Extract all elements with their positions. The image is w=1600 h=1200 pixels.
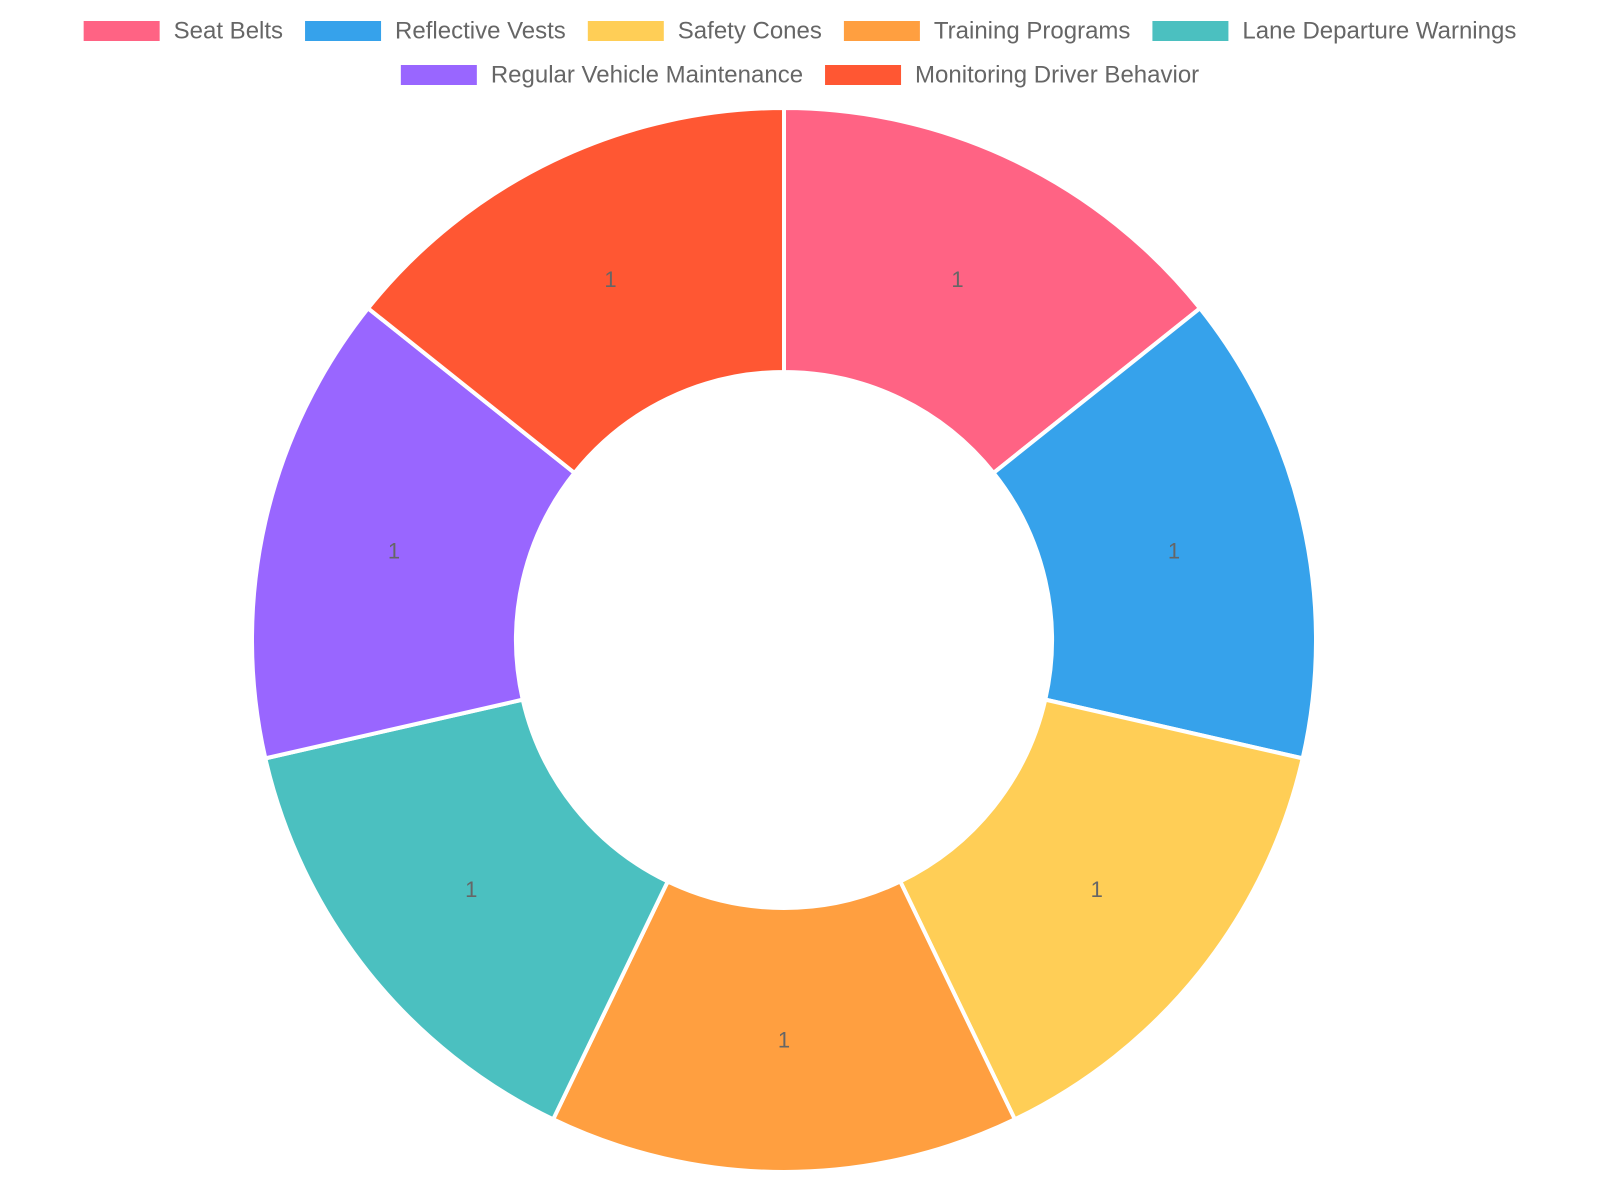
legend-item-seat-belts[interactable]: Seat Belts (83, 18, 283, 45)
legend-label: Monitoring Driver Behavior (915, 62, 1199, 89)
slice-reflective-vests[interactable] (991, 306, 1318, 761)
data-label-monitoring-driver-behavior: 1 (604, 267, 616, 292)
legend-item-safety-cones[interactable]: Safety Cones (587, 18, 822, 45)
data-label-lane-departure-warnings: 1 (465, 877, 477, 902)
legend-item-monitoring-driver-behavior[interactable]: Monitoring Driver Behavior (825, 62, 1199, 89)
slice-data-labels: 1 1 1 1 1 1 1 (388, 267, 1180, 1052)
slice-safety-cones[interactable] (898, 697, 1305, 1122)
slice-lane-departure-warnings[interactable] (263, 697, 670, 1122)
legend-label: Lane Departure Warnings (1242, 18, 1516, 45)
legend-label: Regular Vehicle Maintenance (491, 62, 803, 89)
data-label-reflective-vests: 1 (1168, 538, 1180, 563)
legend-swatch (1152, 21, 1229, 41)
slice-training-programs[interactable] (551, 879, 1017, 1174)
legend-swatch (83, 21, 160, 41)
legend-item-lane-departure-warnings[interactable]: Lane Departure Warnings (1152, 18, 1516, 45)
legend-item-regular-vehicle-maintenance[interactable]: Regular Vehicle Maintenance (400, 62, 803, 89)
data-label-training-programs: 1 (778, 1028, 790, 1053)
slice-monitoring-driver-behavior[interactable] (366, 106, 786, 475)
slice-seat-belts[interactable] (782, 106, 1202, 475)
legend-label: Seat Belts (174, 18, 283, 45)
legend-swatch (587, 21, 664, 41)
legend-label: Training Programs (934, 18, 1131, 45)
data-label-seat-belts: 1 (951, 267, 963, 292)
legend-swatch (843, 21, 920, 41)
legend-label: Reflective Vests (395, 18, 566, 45)
legend-swatch (825, 65, 902, 85)
chart-legend: Seat Belts Reflective Vests Safety Cones Tr… (83, 18, 1516, 89)
legend-swatch (400, 65, 477, 85)
legend-swatch (305, 21, 382, 41)
data-label-regular-vehicle-maintenance: 1 (388, 538, 400, 563)
data-label-safety-cones: 1 (1091, 877, 1103, 902)
legend-item-training-programs[interactable]: Training Programs (843, 18, 1131, 45)
slice-regular-vehicle-maintenance[interactable] (250, 306, 577, 761)
doughnut-slices (250, 106, 1318, 1174)
legend-label: Safety Cones (678, 18, 822, 45)
legend-item-reflective-vests[interactable]: Reflective Vests (305, 18, 566, 45)
